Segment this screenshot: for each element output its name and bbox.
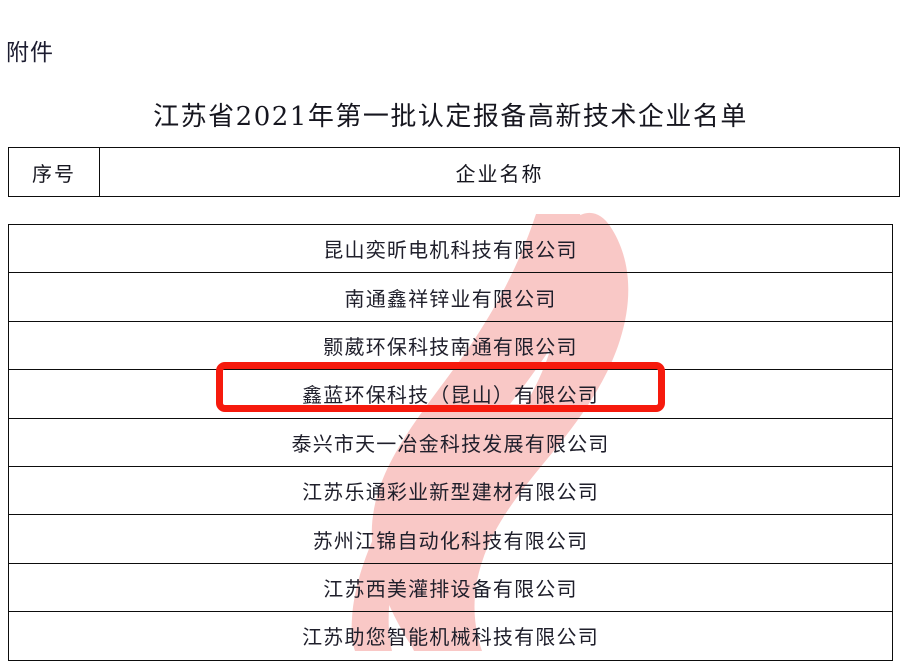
table-row[interactable]: 江苏西美灌排设备有限公司: [8, 563, 893, 613]
cell-company-name: 昆山奕昕电机科技有限公司: [8, 224, 893, 274]
table-row[interactable]: 颢葳环保科技南通有限公司: [8, 321, 893, 371]
column-header-company-name: 企业名称: [99, 147, 900, 197]
cell-company-name: 泰兴市天一冶金科技发展有限公司: [8, 418, 893, 467]
cell-company-name: 苏州江锦自动化科技有限公司: [8, 514, 893, 564]
company-list-table: 序号 企业名称 昆山奕昕电机科技有限公司 南通鑫祥锌业有限公司 颢葳环保科技南通…: [8, 147, 900, 661]
table-header: 序号 企业名称: [8, 147, 900, 197]
table-row[interactable]: 泰兴市天一冶金科技发展有限公司: [8, 418, 893, 467]
cell-company-name: 南通鑫祥锌业有限公司: [8, 272, 893, 322]
cell-company-name: 江苏助您智能机械科技有限公司: [8, 611, 893, 661]
table-header-row: 序号 企业名称: [8, 147, 900, 197]
attachment-label: 附件: [6, 40, 54, 66]
table-row[interactable]: 江苏助您智能机械科技有限公司: [8, 611, 893, 661]
cell-company-name: 颢葳环保科技南通有限公司: [8, 321, 893, 371]
table-row-highlighted[interactable]: 鑫蓝环保科技（昆山）有限公司: [8, 369, 893, 419]
page-title: 江苏省2021年第一批认定报备高新技术企业名单: [153, 102, 748, 132]
table-row[interactable]: 昆山奕昕电机科技有限公司: [8, 224, 893, 274]
header-body-gap: [8, 197, 893, 224]
cell-company-name: 江苏乐通彩业新型建材有限公司: [8, 466, 893, 516]
cell-company-name-highlighted: 鑫蓝环保科技（昆山）有限公司: [8, 369, 893, 419]
column-header-no: 序号: [8, 147, 100, 197]
table-row[interactable]: 南通鑫祥锌业有限公司: [8, 272, 893, 322]
cell-company-name: 江苏西美灌排设备有限公司: [8, 563, 893, 613]
table-body: 昆山奕昕电机科技有限公司 南通鑫祥锌业有限公司 颢葳环保科技南通有限公司 鑫蓝环…: [8, 224, 893, 661]
table-row[interactable]: 江苏乐通彩业新型建材有限公司: [8, 466, 893, 516]
table-row[interactable]: 苏州江锦自动化科技有限公司: [8, 514, 893, 564]
